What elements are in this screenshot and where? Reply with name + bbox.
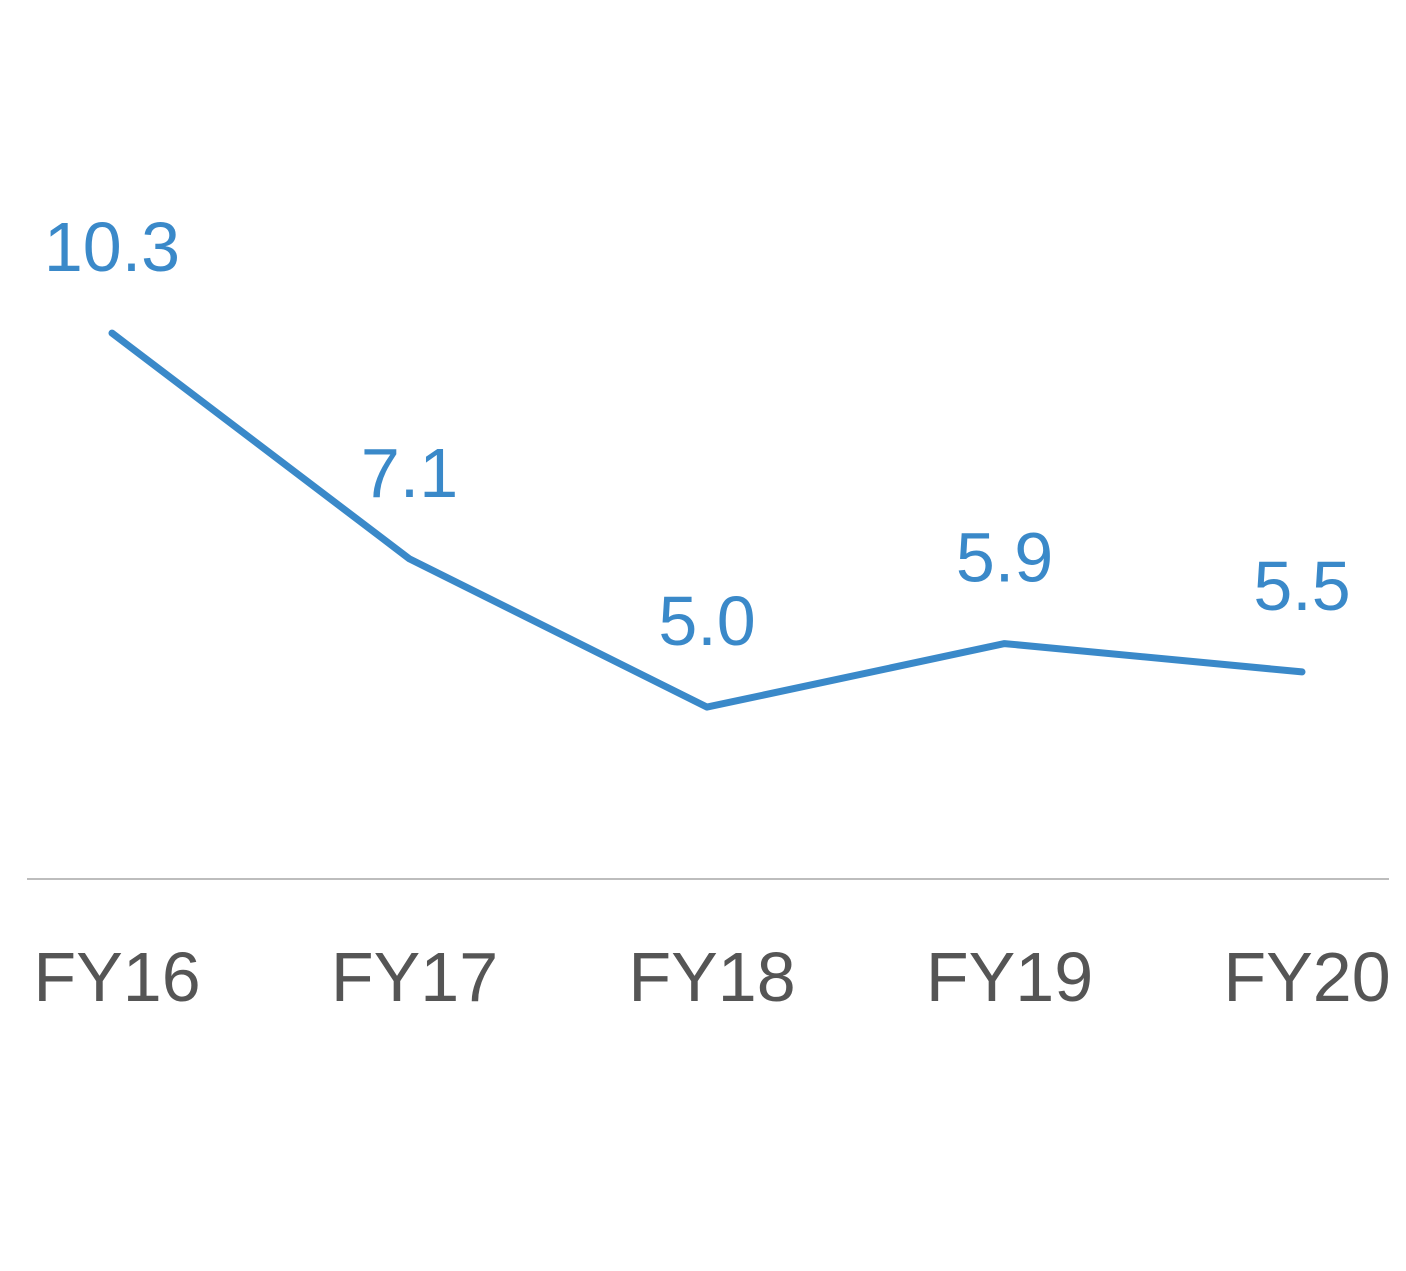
x-tick-label-fy16: FY16 bbox=[33, 938, 200, 1016]
data-label-fy19: 5.9 bbox=[956, 519, 1053, 597]
data-labels: 10.3 7.1 5.0 5.9 5.5 bbox=[44, 208, 1351, 660]
x-tick-label-fy17: FY17 bbox=[331, 938, 498, 1016]
x-tick-label-fy18: FY18 bbox=[628, 938, 795, 1016]
x-tick-labels: FY16 FY17 FY18 FY19 FY20 bbox=[33, 938, 1390, 1016]
data-label-fy18: 5.0 bbox=[658, 582, 755, 660]
data-label-fy20: 5.5 bbox=[1253, 547, 1350, 625]
series-line bbox=[108, 329, 1306, 711]
x-tick-label-fy19: FY19 bbox=[926, 938, 1093, 1016]
x-tick-label-fy20: FY20 bbox=[1223, 938, 1390, 1016]
data-label-fy17: 7.1 bbox=[361, 434, 458, 512]
data-label-fy16: 10.3 bbox=[44, 208, 180, 286]
